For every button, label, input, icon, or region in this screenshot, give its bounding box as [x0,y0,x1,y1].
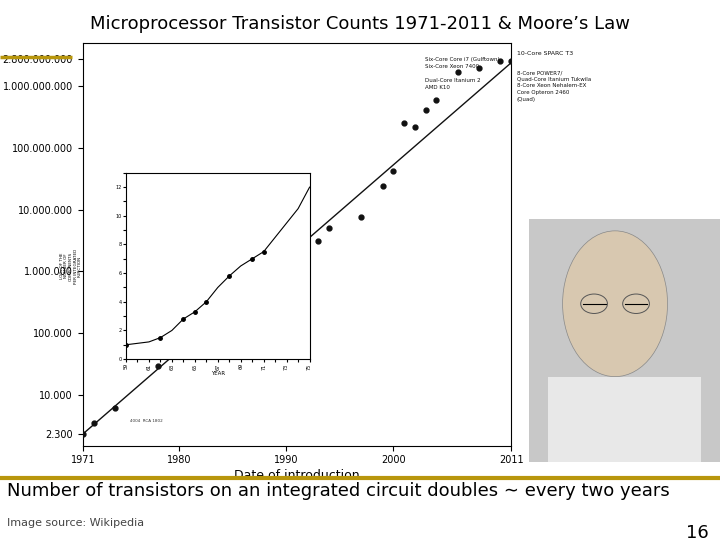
Text: LOG₂ OF THE
NUMBER OF
COMPONENTS
PER INTEGRATED
FUNCTION: LOG₂ OF THE NUMBER OF COMPONENTS PER INT… [60,248,82,284]
Text: 8-Core POWER7/
Quad-Core Itanium Tukwila
8-Core Xeon Nehalem-EX
Core Opteron 246: 8-Core POWER7/ Quad-Core Itanium Tukwila… [517,70,591,102]
X-axis label: Date of introduction: Date of introduction [234,469,360,482]
Text: Microprocessor Transistor Counts 1971-2011 & Moore’s Law: Microprocessor Transistor Counts 1971-20… [90,15,630,33]
Bar [549,377,701,462]
Ellipse shape [562,231,667,377]
Text: Image source: Wikipedia: Image source: Wikipedia [7,518,144,529]
Text: 10-Core SPARC T3: 10-Core SPARC T3 [517,51,573,56]
Text: Dual-Core Itanium 2
AMD K10: Dual-Core Itanium 2 AMD K10 [425,78,480,90]
X-axis label: YEAR: YEAR [211,371,225,376]
Text: Six-Core Core i7 (Gulftown)
Six-Core Xeon 7400: Six-Core Core i7 (Gulftown) Six-Core Xeo… [425,57,500,69]
Text: Number of transistors on an integrated circuit doubles ∼ every two years: Number of transistors on an integrated c… [7,482,670,500]
Text: 16: 16 [686,524,709,540]
Text: 4004  RCA 1802: 4004 RCA 1802 [130,418,163,423]
